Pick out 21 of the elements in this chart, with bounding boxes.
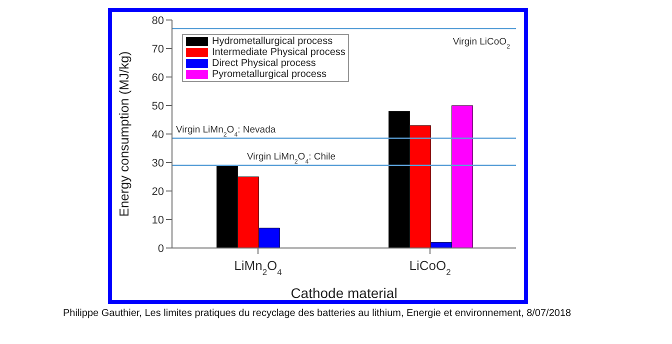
y-tick-label: 30 (152, 157, 164, 170)
ref-line-label: Virgin LiCoO$_{2}$ (452, 36, 511, 50)
y-axis-title: Energy consumption (MJ/kg) (116, 51, 132, 217)
x-axis-title: Cathode material (290, 285, 398, 301)
x-tick-label: LiMn$_{2}$O$_{4}$ (234, 258, 282, 277)
legend-label: Intermediate Physical process (212, 47, 346, 58)
y-tick-label: 70 (152, 43, 164, 56)
legend-label: Direct Physical process (212, 58, 316, 69)
y-tick-label: 80 (152, 14, 164, 27)
ref-line-label: Virgin LiMn$_{2}$O$_{4}$: Nevada (176, 124, 276, 138)
y-tick-label: 60 (152, 72, 164, 84)
x-tick-label: LiCoO$_{2}$ (409, 258, 452, 277)
ref-line-label: Virgin LiMn$_{2}$O$_{4}$: Chile (247, 151, 336, 165)
y-tick-label: 20 (152, 186, 164, 198)
y-tick-label: 0 (158, 242, 164, 255)
text: Philippe Gauthier, Les limites pratiques du recyclage des batteries au lithium, Energie et environnement, 8/07/2018 (63, 308, 572, 319)
legend-label: Pyrometallurgical process (212, 69, 326, 80)
y-tick-label: 50 (152, 100, 164, 112)
y-tick-label: 40 (152, 128, 164, 141)
y-tick-label: 10 (152, 214, 164, 226)
legend-label: Hydrometallurgical process (212, 36, 333, 47)
